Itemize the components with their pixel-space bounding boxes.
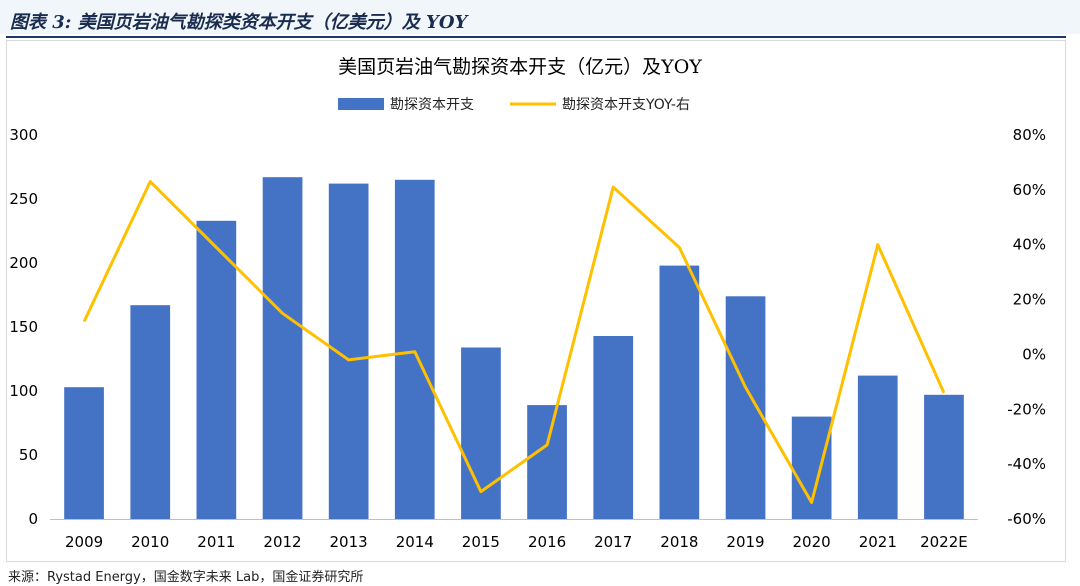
figure-header bbox=[0, 0, 1080, 34]
y-right-tick-label: -20% bbox=[1007, 400, 1046, 418]
bar-2011 bbox=[196, 220, 237, 520]
x-tick-label: 2018 bbox=[660, 533, 698, 551]
x-tick-label: 2020 bbox=[793, 533, 831, 551]
bar-2014 bbox=[394, 179, 435, 520]
y-left-tick-label: 300 bbox=[9, 126, 38, 144]
y-right-tick-label: -40% bbox=[1007, 455, 1046, 473]
x-axis-labels: 2009 2010 2011 2012 2013 2014 2015 2016 2017 2018… bbox=[65, 533, 968, 551]
legend-bar-swatch bbox=[338, 98, 384, 110]
y-right-tick-label: 80% bbox=[1013, 126, 1046, 144]
bar-2019 bbox=[725, 296, 766, 519]
bar-2018 bbox=[659, 265, 700, 519]
x-tick-label: 2013 bbox=[330, 533, 368, 551]
x-tick-label: 2017 bbox=[594, 533, 632, 551]
x-tick-label: 2012 bbox=[263, 533, 301, 551]
legend: 勘探资本开支 勘探资本开支YOY-右 bbox=[338, 97, 690, 113]
x-tick-label: 2011 bbox=[197, 533, 235, 551]
bar-2009 bbox=[64, 387, 104, 519]
title-divider bbox=[6, 36, 1066, 38]
figure-title: 图表 3: 美国页岩油气勘探类资本开支（亿美元）及 YOY bbox=[10, 12, 468, 33]
y-left-tick-label: 150 bbox=[9, 318, 38, 336]
y-right-tick-label: 60% bbox=[1013, 181, 1046, 199]
x-tick-label: 2016 bbox=[528, 533, 566, 551]
bar-2012 bbox=[262, 177, 303, 519]
x-tick-label: 2015 bbox=[462, 533, 500, 551]
x-tick-label: 2009 bbox=[65, 533, 103, 551]
y-right-tick-label: 20% bbox=[1013, 291, 1046, 309]
y-left-tick-label: 250 bbox=[9, 190, 38, 208]
bar-2022E bbox=[924, 394, 964, 519]
source-note: 来源：Rystad Energy，国金数字未来 Lab，国金证券研究所 bbox=[8, 570, 364, 585]
bar-2016 bbox=[527, 405, 567, 519]
bar-2010 bbox=[130, 305, 171, 519]
legend-line-label: 勘探资本开支YOY-右 bbox=[562, 97, 690, 113]
x-tick-label: 2014 bbox=[396, 533, 434, 551]
x-tick-label: 2019 bbox=[726, 533, 764, 551]
bar-2015 bbox=[461, 347, 501, 519]
y-right-tick-label: -60% bbox=[1007, 510, 1046, 528]
x-tick-label: 2022E bbox=[920, 533, 968, 551]
y-right-tick-label: 0% bbox=[1022, 345, 1046, 363]
y-left-tick-label: 50 bbox=[19, 446, 38, 464]
y-right-tick-label: 40% bbox=[1013, 236, 1046, 254]
y-left-tick-label: 100 bbox=[9, 382, 38, 400]
y-right-axis-labels: -60% -40% -20% 0% 20% 40% 60% 80% bbox=[1007, 126, 1046, 528]
x-tick-label: 2021 bbox=[859, 533, 897, 551]
y-left-tick-label: 200 bbox=[9, 254, 38, 272]
y-left-tick-label: 0 bbox=[28, 510, 38, 528]
bar-2017 bbox=[593, 336, 634, 519]
y-left-axis-labels: 0 50 100 150 200 250 300 bbox=[9, 126, 38, 528]
legend-bar-label: 勘探资本开支 bbox=[390, 97, 474, 113]
chart-title: 美国页岩油气勘探资本开支（亿元）及YOY bbox=[338, 56, 702, 78]
yoy-line bbox=[82, 180, 946, 504]
x-tick-label: 2010 bbox=[131, 533, 169, 551]
bar-2021 bbox=[857, 375, 898, 519]
